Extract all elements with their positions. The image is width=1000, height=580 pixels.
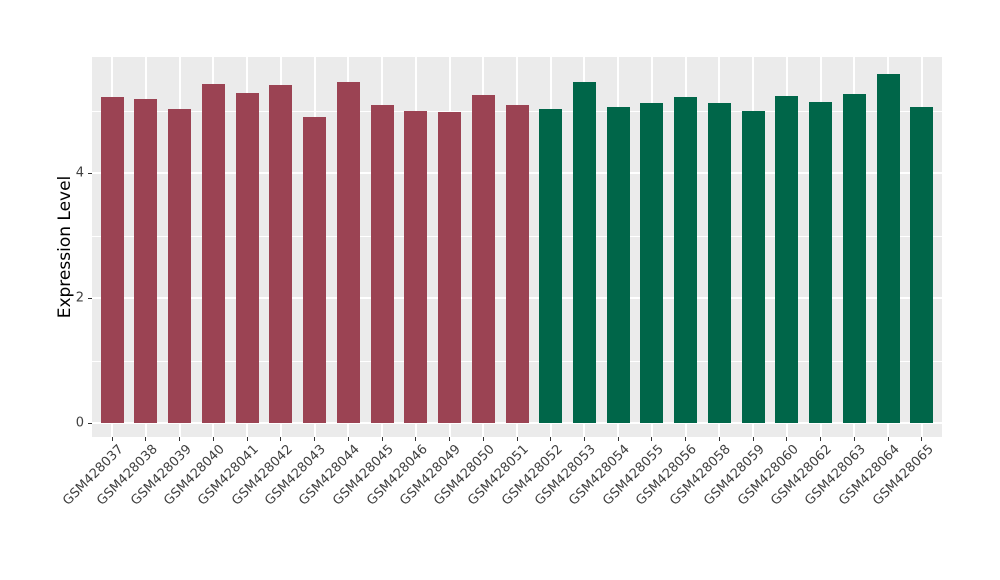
- x-tick-mark: [482, 437, 484, 441]
- x-tick-mark: [887, 437, 889, 441]
- x-tick-mark: [179, 437, 181, 441]
- bar-GSM428038: [134, 99, 158, 423]
- bar-GSM428051: [505, 104, 529, 423]
- x-tick-mark: [212, 437, 214, 441]
- bar-GSM428039: [168, 108, 192, 423]
- bar-GSM428044: [336, 81, 360, 423]
- x-tick-mark: [853, 437, 855, 441]
- bar-GSM428059: [741, 110, 765, 423]
- x-tick-mark: [314, 437, 316, 441]
- x-tick-mark: [583, 437, 585, 441]
- bar-GSM428052: [539, 109, 563, 423]
- x-tick-mark: [516, 437, 518, 441]
- x-tick-mark: [921, 437, 923, 441]
- x-tick-mark: [145, 437, 147, 441]
- x-tick-mark: [246, 437, 248, 441]
- y-tick-mark: [88, 422, 92, 424]
- bar-GSM428065: [910, 106, 934, 423]
- bar-GSM428043: [303, 116, 327, 423]
- x-tick-mark: [786, 437, 788, 441]
- bar-GSM428049: [438, 111, 462, 423]
- x-tick-mark: [651, 437, 653, 441]
- bar-GSM428045: [370, 104, 394, 423]
- bar-GSM428063: [842, 93, 866, 423]
- bar-GSM428037: [100, 96, 124, 423]
- x-tick-mark: [111, 437, 113, 441]
- bar-GSM428050: [471, 94, 495, 423]
- bar-GSM428055: [640, 103, 664, 423]
- y-tick-label: 0: [75, 415, 84, 431]
- x-tick-mark: [347, 437, 349, 441]
- bar-GSM428056: [674, 96, 698, 423]
- y-tick-mark: [88, 172, 92, 174]
- y-tick-label: 2: [75, 290, 84, 306]
- x-tick-mark: [550, 437, 552, 441]
- bar-GSM428042: [269, 84, 293, 423]
- bar-GSM428062: [809, 101, 833, 423]
- bar-GSM428064: [876, 74, 900, 423]
- bar-GSM428040: [201, 83, 225, 423]
- x-tick-mark: [617, 437, 619, 441]
- x-tick-mark: [280, 437, 282, 441]
- bar-GSM428053: [572, 82, 596, 423]
- x-tick-mark: [415, 437, 417, 441]
- x-tick-mark: [752, 437, 754, 441]
- x-tick-mark: [381, 437, 383, 441]
- bar-GSM428041: [235, 93, 259, 423]
- x-tick-mark: [820, 437, 822, 441]
- x-tick-mark: [718, 437, 720, 441]
- bar-GSM428060: [775, 95, 799, 423]
- x-tick-mark: [685, 437, 687, 441]
- y-tick-mark: [88, 297, 92, 299]
- bar-GSM428058: [707, 103, 731, 423]
- bar-GSM428046: [404, 111, 428, 423]
- plot-panel: [92, 57, 942, 437]
- y-tick-label: 4: [75, 165, 84, 181]
- bar-GSM428054: [606, 106, 630, 423]
- x-tick-mark: [449, 437, 451, 441]
